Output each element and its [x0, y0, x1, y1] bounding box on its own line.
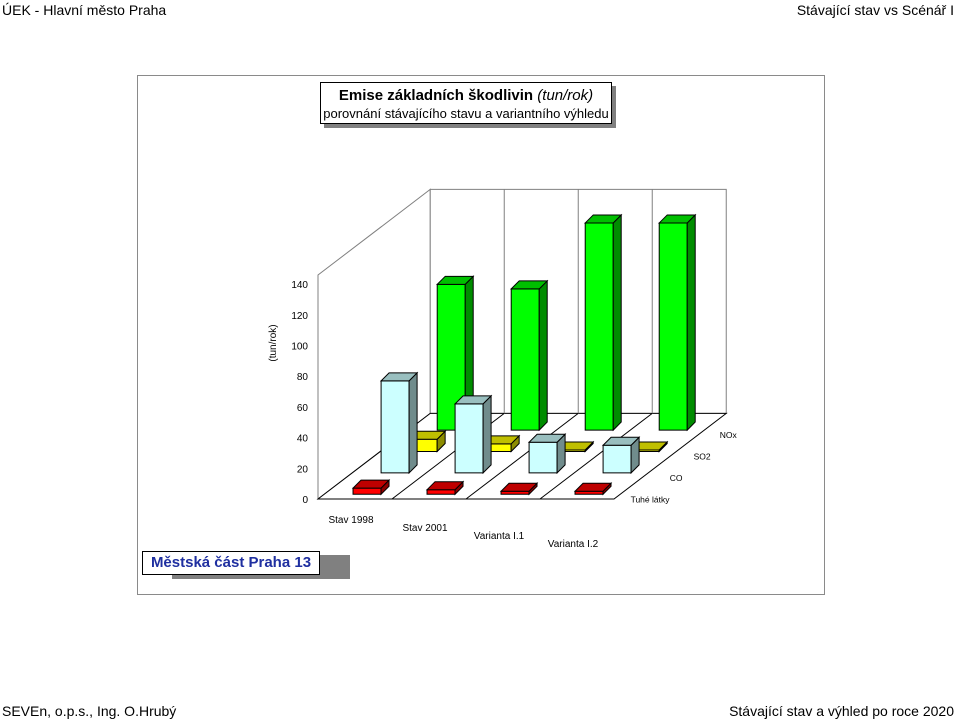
chart-title: Emise základních škodlivin: [338, 87, 534, 104]
y-tick-label: 40: [297, 434, 309, 445]
bar-side: [538, 279, 548, 432]
y-tick-label: 80: [297, 372, 309, 383]
y-tick-label: 100: [291, 342, 308, 353]
bar-top: [453, 395, 493, 405]
bar-side: [408, 371, 418, 475]
y-tick-label: 20: [297, 464, 309, 475]
bar-top: [601, 436, 641, 446]
chart-title-unit: (tun/rok): [537, 87, 594, 104]
chart-subtitle: porovnání stávajícího stavu a variantníh…: [323, 106, 609, 121]
header-left: ÚEK - Hlavní město Praha: [2, 2, 167, 18]
bar-front: [602, 444, 632, 474]
category-label: Stav 1998: [328, 515, 373, 526]
bar-top: [499, 482, 539, 492]
floor-gridline: [539, 413, 653, 500]
category-label: Varianta I.2: [548, 539, 599, 550]
bar-front: [510, 288, 540, 431]
district-label: Městská část Praha 13: [142, 551, 320, 575]
bar-front: [528, 441, 558, 474]
bar-top: [436, 275, 475, 285]
y-tick-label: 0: [302, 495, 308, 506]
bar-top: [425, 481, 465, 491]
series-label: SO2: [694, 452, 711, 462]
y-tick-label: 140: [291, 280, 308, 291]
footer-left: SEVEn, o.p.s., Ing. O.Hrubý: [2, 703, 177, 719]
bar-top: [573, 482, 613, 492]
chart-title-box: Emise základních škodlivin (tun/rok) por…: [320, 82, 612, 124]
bar-top: [658, 214, 697, 224]
bar-side: [482, 394, 492, 475]
category-label: Varianta I.1: [474, 531, 525, 542]
floor-gridline: [465, 413, 579, 500]
bar-top: [527, 433, 567, 443]
y-tick-label: 120: [291, 311, 308, 322]
y-axis-label: (tun/rok): [268, 324, 279, 361]
bar-front: [584, 222, 614, 431]
y-tick-label: 60: [297, 403, 309, 414]
bar-front: [454, 403, 484, 474]
bar-side: [612, 213, 622, 432]
bar-side: [686, 213, 696, 432]
bar-front: [352, 487, 382, 495]
bar-front: [658, 222, 688, 431]
footer-right: Stávající stav a výhled po roce 2020: [729, 703, 954, 719]
series-label: Tuhé látky: [631, 494, 671, 504]
bar-top: [510, 280, 549, 290]
series-label: CO: [670, 473, 683, 483]
bar-front: [380, 380, 410, 474]
series-label: NOx: [720, 430, 738, 440]
header-right: Stávající stav vs Scénář I: [796, 2, 954, 18]
bar-top: [351, 479, 391, 489]
bar-top: [584, 214, 623, 224]
bar-top: [379, 372, 419, 382]
category-label: Stav 2001: [402, 523, 447, 534]
bar-front: [426, 489, 456, 495]
